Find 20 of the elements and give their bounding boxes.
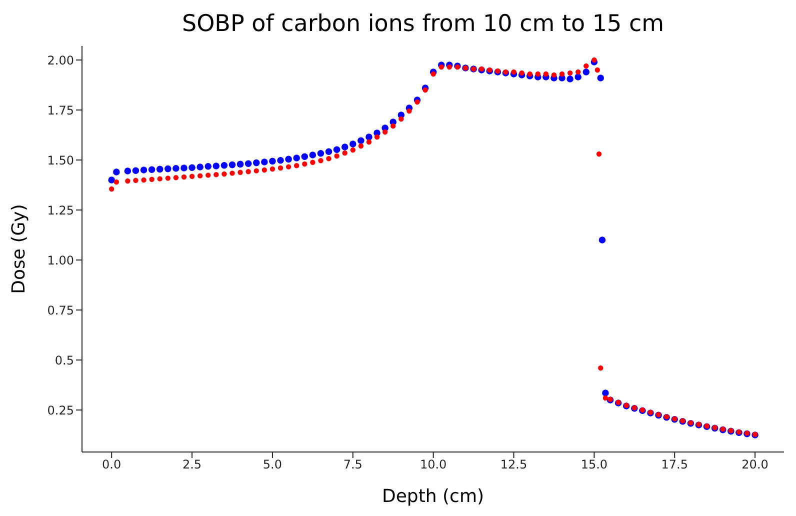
chart-title: SOBP of carbon ions from 10 cm to 15 cm [180,10,666,39]
x-tick-label: 5.0 [262,458,282,472]
x-axis-title: Depth (cm) [382,486,484,507]
x-tick-label: 7.5 [343,458,362,472]
y-tick-label: 0.75 [47,303,74,318]
x-tick-label: 12.5 [500,458,528,472]
x-tick-label: 2.5 [182,458,202,472]
x-tick-label: 17.5 [661,458,688,472]
y-axis-title: Dose (Gy) [8,204,30,294]
x-tick-label: 0.0 [102,458,122,472]
x-tick-label: 20.0 [742,458,768,472]
x-tick-label: 15.0 [580,458,608,472]
y-tick-label: 0.25 [47,403,74,418]
y-tick-label: 2.00 [47,53,74,68]
y-tick-label: 1.00 [47,253,74,268]
y-tick-label: 1.75 [47,103,74,118]
y-tick-label: 1.50 [47,153,74,168]
y-tick-label: 1.25 [47,203,74,218]
x-tick-label: 10.0 [420,458,447,472]
y-tick-label: 0.5 [54,353,74,368]
